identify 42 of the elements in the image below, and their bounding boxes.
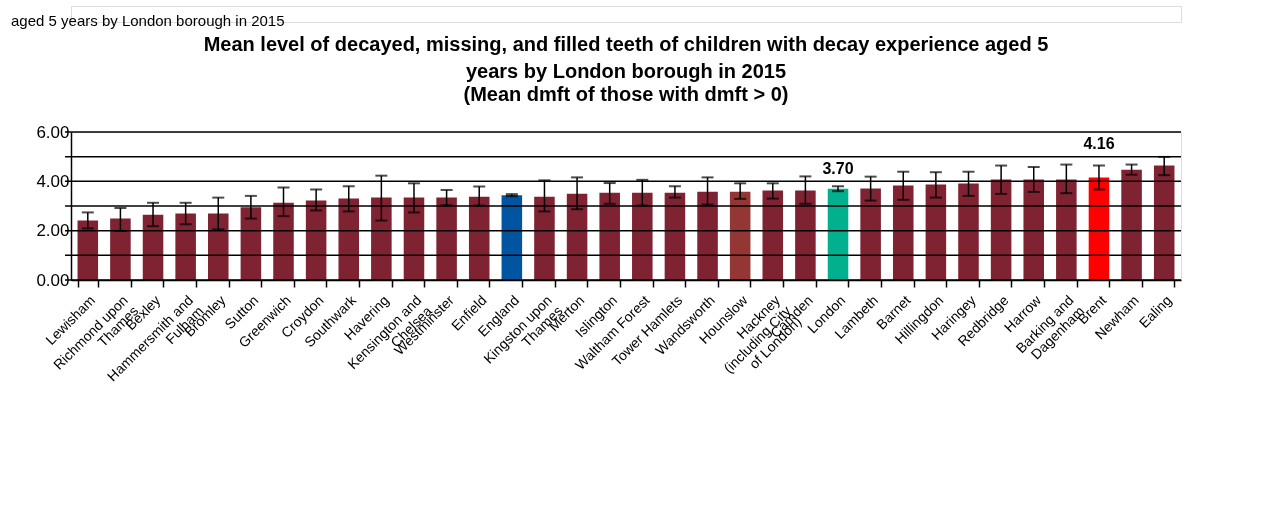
bar [958,183,979,280]
bar [240,207,262,280]
bar [273,202,294,280]
bar [860,188,881,280]
bar [990,179,1012,280]
chart-subtitle: (Mean dmft of those with dmft > 0) [463,83,789,105]
bar [892,185,914,280]
bar [566,193,588,280]
bar [468,196,490,280]
bar [142,214,164,280]
bar [501,195,523,280]
bar [1121,169,1142,280]
bar [729,191,751,280]
bar [762,190,784,280]
bar [403,197,425,280]
bar [305,200,327,280]
bar [1056,179,1077,280]
bar [338,198,360,280]
data-label: 3.70 [822,160,854,177]
text: aged 5 years by London borough in 2015 [11,12,285,29]
bar [795,190,816,280]
bar [534,196,555,280]
bar [208,213,229,280]
bar [77,220,99,280]
bar [175,213,196,280]
bar [110,218,131,280]
chart-title: Mean level of decayed, missing, and filled teeth of children with decay experience aged 5 years by London borough in 2015 [203,33,1049,82]
bar [371,197,392,280]
bar [664,192,686,280]
y-tick-label: 4.00 [36,171,70,191]
bar [599,192,620,280]
y-tick-label: 0.00 [36,270,70,290]
bar [1153,165,1175,280]
y-tick-label: 6.00 [36,122,70,142]
bar [436,197,457,280]
bar [1023,179,1044,280]
y-tick-label: 2.00 [36,221,70,241]
bar [697,191,718,280]
bar [632,192,653,280]
data-label: 4.16 [1083,135,1115,153]
bar [925,184,947,280]
bar [1088,177,1110,280]
